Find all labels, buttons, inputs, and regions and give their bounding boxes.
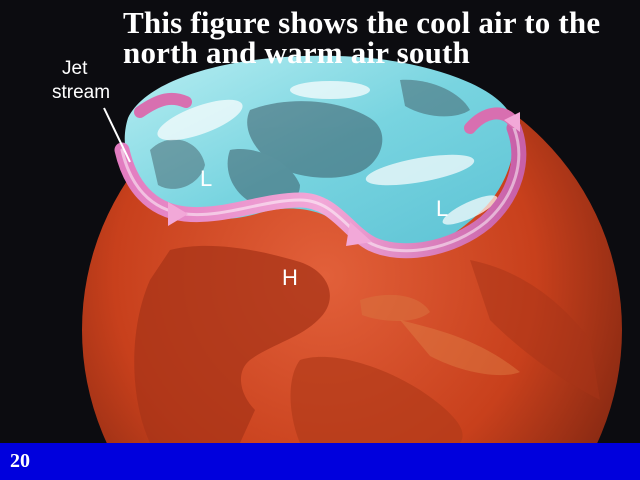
footer-bar: 20 <box>0 443 640 480</box>
jet-stream-label-line2: stream <box>52 82 110 103</box>
continents <box>134 245 600 443</box>
jet-stream-arrow-east <box>504 112 520 132</box>
high-pressure-label: H <box>282 265 298 290</box>
slide-title: This figure shows the cool air to the no… <box>123 5 601 70</box>
northern-land <box>150 79 470 207</box>
jet-stream-arrow-center <box>346 222 372 246</box>
globe-figure: Jet stream L L H <box>0 0 640 443</box>
jet-stream-arrow-west <box>168 202 188 226</box>
low-pressure-label-west: L <box>200 166 212 191</box>
jet-stream-label-line1: Jet <box>62 58 88 79</box>
jet-stream-pointer <box>103 107 131 163</box>
slide-number: 20 <box>10 450 30 472</box>
globe-illustration: Jet stream L L H <box>52 55 622 443</box>
low-pressure-label-east: L <box>436 196 448 221</box>
cloud-streaks <box>157 81 498 225</box>
